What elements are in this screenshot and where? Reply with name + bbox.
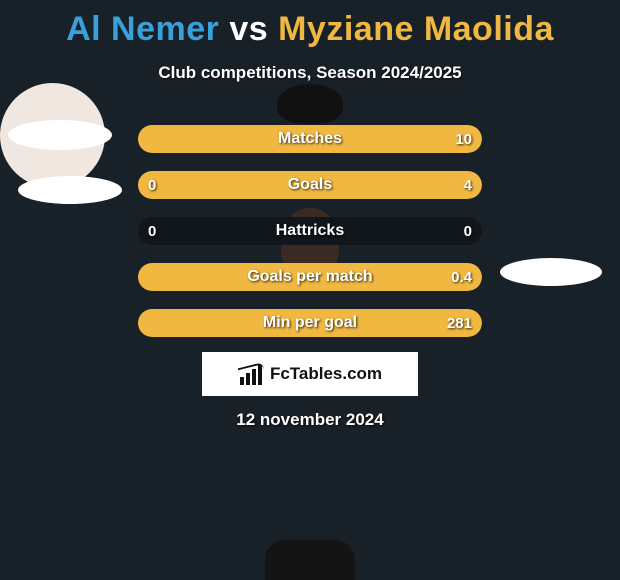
page-title: Al Nemer vs Myziane Maolida <box>0 0 620 49</box>
stat-label: Matches <box>138 125 482 153</box>
vs-text: vs <box>219 10 278 48</box>
stat-label: Goals per match <box>138 263 482 291</box>
subtitle: Club competitions, Season 2024/2025 <box>0 63 620 83</box>
brand-chart-icon <box>238 363 264 385</box>
stat-row: 0.4Goals per match <box>138 263 482 291</box>
stat-row: 00Hattricks <box>138 217 482 245</box>
stat-row: 281Min per goal <box>138 309 482 337</box>
date-text: 12 november 2024 <box>0 410 620 430</box>
brand-text: FcTables.com <box>270 364 382 384</box>
stat-label: Goals <box>138 171 482 199</box>
player1-avatar-placeholder-1 <box>8 120 112 150</box>
stat-label: Min per goal <box>138 309 482 337</box>
player2-name: Myziane Maolida <box>278 10 554 48</box>
stat-label: Hattricks <box>138 217 482 245</box>
stats-bars: 10Matches 04Goals 00Hattricks 0.4Goals per … <box>138 125 482 355</box>
stat-row: 04Goals <box>138 171 482 199</box>
brand-box: FcTables.com <box>202 352 418 396</box>
player1-avatar-placeholder-2 <box>18 176 122 204</box>
stat-row: 10Matches <box>138 125 482 153</box>
player1-name: Al Nemer <box>66 10 219 48</box>
player2-avatar-placeholder <box>500 258 602 286</box>
